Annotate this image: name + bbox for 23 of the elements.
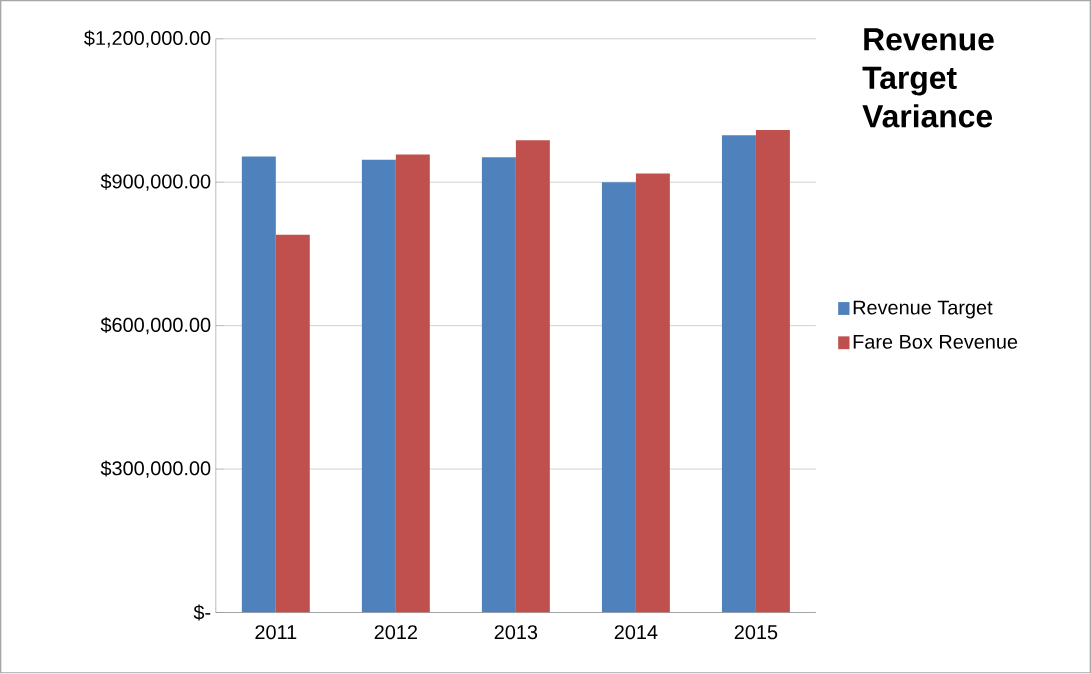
bar bbox=[635, 173, 670, 613]
x-tick-label: 2012 bbox=[374, 625, 417, 640]
bar bbox=[755, 130, 790, 613]
y-tick-label: $- bbox=[193, 604, 211, 621]
legend-label: Fare Box Revenue bbox=[853, 335, 1018, 350]
bar bbox=[515, 140, 550, 613]
y-tick-label: $900,000.00 bbox=[100, 173, 211, 192]
text: Revenue Target Variance bbox=[862, 28, 994, 128]
bar bbox=[481, 157, 516, 613]
x-tick-label: 2014 bbox=[614, 625, 658, 640]
bar bbox=[275, 235, 310, 613]
bar bbox=[241, 156, 276, 613]
bar bbox=[395, 154, 430, 613]
x-tick-label: 2015 bbox=[734, 625, 778, 640]
legend-label: Revenue Target bbox=[853, 300, 993, 319]
x-tick-label: 2013 bbox=[494, 625, 538, 640]
y-tick-label: $1,200,000.00 bbox=[84, 30, 211, 48]
y-tick-label: $600,000.00 bbox=[100, 317, 211, 335]
bar bbox=[361, 159, 396, 613]
bar bbox=[721, 135, 756, 613]
bar bbox=[601, 182, 636, 613]
x-tick-label: 2011 bbox=[255, 625, 297, 640]
y-tick-label: $300,000.00 bbox=[100, 460, 211, 478]
